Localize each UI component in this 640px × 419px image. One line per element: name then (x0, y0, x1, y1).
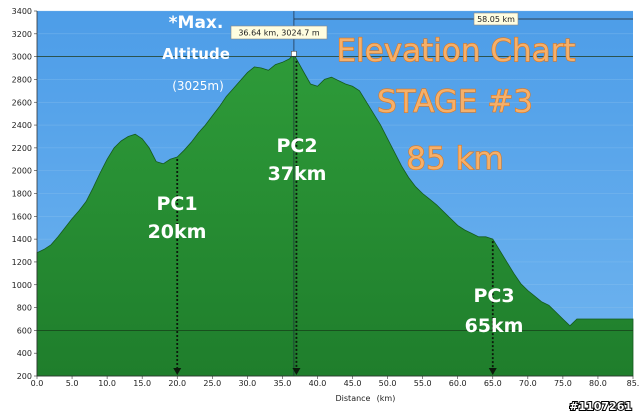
max-altitude-value: (3025m) (172, 79, 224, 93)
x-tick-label: 5.0 (66, 379, 79, 388)
chart-title-line2: STAGE #3 (377, 84, 533, 120)
max-altitude-line2: Altitude (162, 45, 230, 63)
x-axis-ticks: 0.0 5.0 10.0 15.0 20.0 25.0 30.0 35.0 40.0 45.0 50… (31, 376, 640, 388)
y-tick-label: 600 (17, 326, 32, 335)
y-tick-label: 1600 (12, 212, 32, 221)
max-altitude-line1: *Max. (169, 13, 224, 33)
pc2-name: PC2 (276, 135, 317, 157)
y-tick-label: 1400 (12, 235, 32, 244)
tooltip-text: 36.64 km, 3024.7 m (238, 29, 319, 38)
x-tick-label: 20.0 (168, 379, 186, 388)
range-label-box (473, 12, 519, 26)
pc3-distance: 65km (465, 315, 524, 337)
chart-title-line3: 85 km (406, 141, 503, 177)
x-tick-label: 75.0 (554, 379, 572, 388)
y-axis-ticks: 200 400 600 800 1000 1200 1400 1600 1800 2000 2200… (12, 7, 37, 381)
x-tick-label: 15.0 (133, 379, 151, 388)
checkpoint-arrow-3 (488, 368, 497, 375)
checkpoint-markers (173, 60, 497, 375)
y-tick-label: 1000 (12, 281, 32, 290)
checkpoint-arrow-1 (173, 368, 182, 375)
x-axis-unit: (km) (377, 394, 396, 403)
reference-lines (37, 11, 633, 376)
y-tick-label: 800 (17, 304, 32, 313)
watermark: #1107261 (569, 400, 632, 413)
x-tick-label: 65.0 (484, 379, 502, 388)
x-tick-label: 45.0 (344, 379, 362, 388)
range-label: 58.05 km (477, 15, 515, 24)
x-tick-label: 70.0 (519, 379, 537, 388)
y-tick-label: 2800 (12, 75, 32, 84)
y-tick-label: 2200 (12, 144, 32, 153)
y-tick-label: 2000 (12, 167, 32, 176)
x-tick-label: 30.0 (238, 379, 256, 388)
elevation-profile-area (36, 53, 634, 377)
pc1-distance: 20km (148, 221, 207, 243)
y-tick-label: 3400 (12, 7, 32, 16)
y-tick-label: 200 (17, 372, 32, 381)
x-tick-label: 55.0 (414, 379, 432, 388)
tooltip-box (230, 25, 328, 40)
x-tick-label: 60.0 (449, 379, 467, 388)
max-point-marker (291, 50, 297, 57)
x-tick-label: 85. (627, 379, 640, 388)
y-tick-label: 1800 (12, 190, 32, 199)
x-tick-label: 80.0 (589, 379, 607, 388)
pc3-name: PC3 (473, 285, 514, 307)
y-tick-label: 400 (17, 349, 32, 358)
y-tick-label: 2400 (12, 121, 32, 130)
y-tick-label: 2600 (12, 98, 32, 107)
x-tick-label: 0.0 (31, 379, 44, 388)
x-tick-label: 50.0 (379, 379, 397, 388)
range-indicator: 58.05 km (293, 12, 633, 26)
pc2-distance: 37km (268, 163, 327, 185)
x-tick-label: 35.0 (274, 379, 292, 388)
x-tick-label: 25.0 (203, 379, 221, 388)
y-tick-label: 1200 (12, 258, 32, 267)
y-tick-label: 3000 (12, 53, 32, 62)
y-tick-label: 3200 (12, 30, 32, 39)
pc1-name: PC1 (156, 193, 197, 215)
chart-title-line1: Elevation Chart (336, 33, 575, 69)
x-tick-label: 10.0 (98, 379, 116, 388)
checkpoint-arrow-2 (292, 368, 301, 375)
max-point-tooltip: 36.64 km, 3024.7 m (230, 25, 328, 57)
x-tick-label: 40.0 (309, 379, 327, 388)
x-axis-label: Distance (336, 394, 371, 403)
